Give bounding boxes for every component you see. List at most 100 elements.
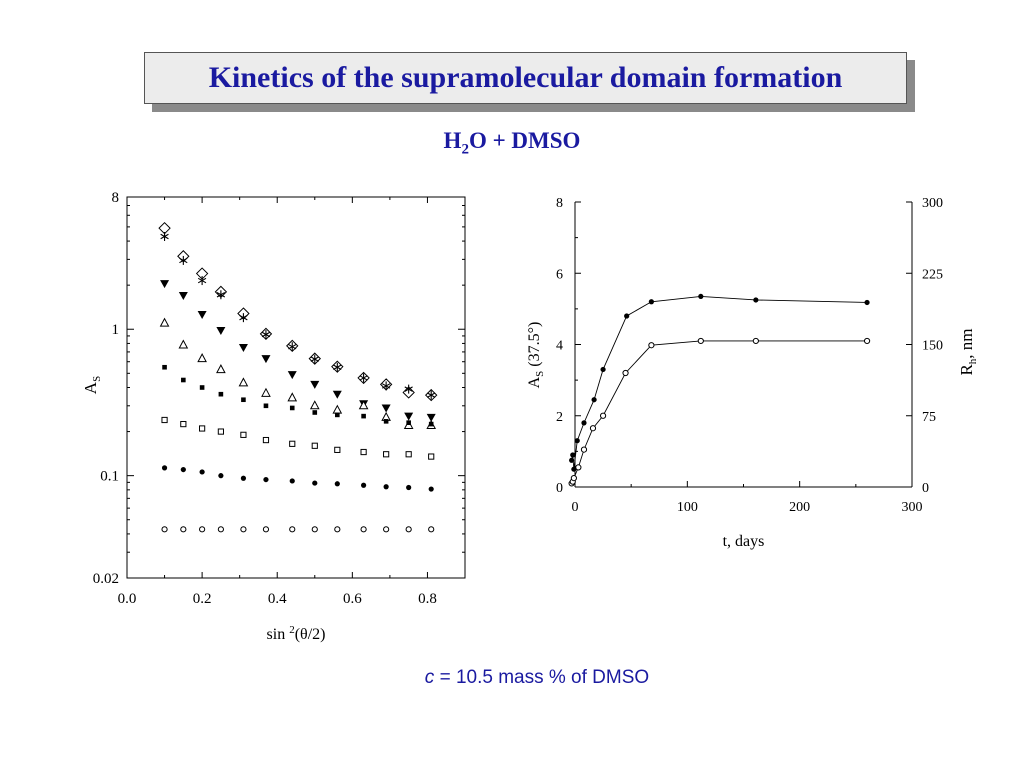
y-tick-label: 8 <box>112 190 120 206</box>
asterisk-stroke <box>381 383 391 389</box>
subtitle-pre: H <box>443 128 462 153</box>
data-point <box>180 526 187 533</box>
y-tick-label-right: 150 <box>922 339 943 354</box>
data-point <box>591 397 597 403</box>
asterisk-stroke <box>179 257 188 264</box>
y-axis-label: AS <box>81 376 103 394</box>
data-point <box>181 377 186 383</box>
data-point <box>160 280 170 289</box>
y-axis-label-right-post: , nm <box>957 328 976 358</box>
data-point <box>218 473 224 479</box>
data-point <box>240 431 247 438</box>
data-point <box>428 486 434 492</box>
data-point <box>179 255 188 265</box>
y-axis-label-right: Rh, nm <box>957 328 979 375</box>
x-tick-label: 0.8 <box>418 591 437 607</box>
asterisk-stroke <box>160 233 169 240</box>
y-axis-label-main: A <box>81 381 100 394</box>
data-point <box>309 400 320 410</box>
data-point <box>648 299 654 305</box>
x-axis-label: sin 2(θ/2) <box>267 624 326 643</box>
data-point <box>218 391 224 397</box>
data-point <box>361 413 366 419</box>
data-point <box>359 373 368 383</box>
data-point <box>161 416 168 424</box>
x-axis-label-sup: 2 <box>289 624 295 636</box>
y-tick-label-left: 0 <box>556 481 563 496</box>
data-point <box>160 231 169 241</box>
data-point <box>570 452 576 458</box>
data-point <box>381 381 391 391</box>
asterisk-stroke <box>427 392 436 398</box>
data-point <box>698 293 704 300</box>
data-point <box>428 421 434 427</box>
y-axis-label-right-sub: h <box>967 358 979 364</box>
data-point <box>286 339 299 353</box>
data-point <box>289 526 296 533</box>
data-point <box>217 526 224 533</box>
data-point <box>383 451 390 458</box>
data-point <box>358 400 369 410</box>
data-point <box>288 342 297 352</box>
data-point <box>197 353 207 363</box>
data-point <box>404 412 414 421</box>
data-point <box>580 446 588 453</box>
data-point <box>575 464 582 471</box>
data-point <box>238 344 248 353</box>
data-point <box>197 311 207 320</box>
y-tick-label-left: 8 <box>556 196 563 211</box>
y-tick-label-right: 75 <box>922 410 936 425</box>
x-tick-label: 0.0 <box>118 591 137 607</box>
data-point <box>216 364 226 374</box>
asterisk-stroke <box>333 364 342 370</box>
y-axis-label-left-pre: A <box>526 376 543 388</box>
data-point <box>589 425 597 432</box>
data-point <box>571 466 577 472</box>
footnote-text: = 10.5 mass % of DMSO <box>434 667 650 688</box>
data-point <box>600 366 606 373</box>
data-point <box>263 476 269 483</box>
y-tick-label: 0.02 <box>93 571 119 587</box>
data-point <box>426 413 436 422</box>
data-point <box>864 299 870 306</box>
data-point <box>428 526 435 533</box>
x-tick-label: 0.4 <box>268 591 287 607</box>
data-point <box>240 526 247 533</box>
x-tick-label: 100 <box>677 500 698 515</box>
data-point <box>289 478 295 484</box>
footnote-variable: c <box>424 667 435 688</box>
data-point <box>360 448 367 456</box>
data-point <box>216 327 226 336</box>
data-point <box>178 339 189 349</box>
data-point <box>361 482 367 488</box>
series-line <box>571 295 868 470</box>
data-point <box>360 526 367 533</box>
data-point <box>697 337 704 345</box>
slide-title: Kinetics of the supramolecular domain fo… <box>208 61 843 94</box>
x-axis-label: t, days <box>723 533 765 550</box>
data-point <box>180 466 186 473</box>
data-point <box>261 387 271 397</box>
y-axis-label-right-pre: R <box>957 364 976 376</box>
data-point <box>162 364 167 370</box>
data-point <box>334 526 341 533</box>
x-axis-label-pre: sin <box>267 626 290 643</box>
data-point <box>404 384 413 394</box>
data-point <box>287 371 297 380</box>
y-axis-label-left-post: (37.5°) <box>526 322 543 371</box>
x-tick-label: 300 <box>902 500 923 515</box>
data-point <box>178 291 188 300</box>
x-tick-label: 0 <box>572 500 579 515</box>
asterisk-stroke <box>310 356 319 362</box>
data-point <box>159 317 170 327</box>
x-axis-label-post: (θ/2) <box>295 626 326 643</box>
y-axis-label-sub: S <box>91 376 103 382</box>
y-tick-label-right: 225 <box>922 267 943 282</box>
y-tick-label: 0.1 <box>100 469 119 485</box>
data-point <box>310 354 319 364</box>
y-tick-label-left: 2 <box>556 410 563 425</box>
y-tick-label-left: 6 <box>556 267 563 282</box>
data-point <box>262 526 270 533</box>
data-point <box>599 412 607 419</box>
